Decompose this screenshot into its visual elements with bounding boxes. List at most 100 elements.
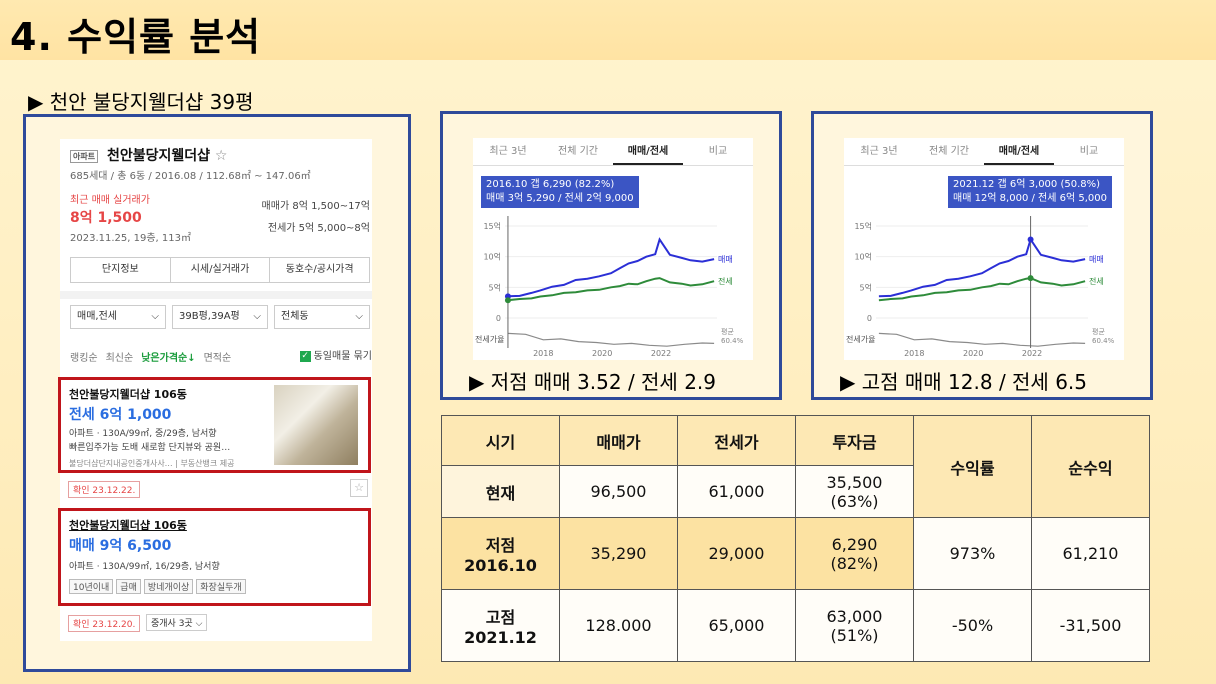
cell-profit: -31,500 (1031, 589, 1150, 662)
group-same-listing-label: 동일매물 묶기 (313, 351, 372, 362)
chart-panel-high: 최근 3년 전체 기간 매매/전세 비교 15억 10억 5억 0 2018 2020 20… (811, 111, 1153, 400)
y-tick-label: 5억 (860, 282, 872, 292)
cell-jeonse: 65,000 (677, 589, 796, 662)
chart-caption: ▶ 저점 매매 3.52 / 전세 2.9 (469, 370, 717, 394)
series-line-1 (507, 277, 715, 302)
series-label: 전세 (1089, 276, 1104, 286)
listing-card-jeonse[interactable]: 천안불당지웰더샵 106동 전세 6억 1,000 아파트 · 130A/99㎡… (58, 377, 371, 473)
recent-price: 8억 1,500 (70, 210, 142, 226)
col-period: 시기 (441, 415, 560, 466)
card-agency: 불당더샵단지내공인중개사사… | 부동산뱅크 제공 (69, 459, 235, 468)
card-price: 전세 6억 1,000 (69, 407, 172, 423)
table-row: 현재 96,500 61,000 35,500 (63%) (441, 465, 1150, 518)
table-row: 저점 2016.10 35,290 29,000 6,290 (82%) 973… (441, 517, 1150, 590)
tab-sale-jeonse[interactable]: 매매/전세 (613, 138, 683, 165)
card-description: 빠른입주가능 도배 새로함 단지뷰와 공원… (69, 443, 231, 453)
unit-price-button[interactable]: 동호수/공시가격 (285, 264, 354, 275)
tab-all-period[interactable]: 전체 기간 (929, 146, 969, 157)
chart-tooltip: 2016.10 갭 6,290 (82.2%) 매매 3억 5,290 / 전세… (481, 176, 639, 208)
deal-type-select[interactable]: 매매,전세 ⌵ (70, 305, 166, 329)
series-label: 매매 (718, 255, 733, 264)
tab-all-period[interactable]: 전체 기간 (558, 146, 598, 157)
y-tick-label: 0 (496, 314, 501, 323)
col-invest: 투자금 (795, 415, 914, 466)
tab-compare[interactable]: 비교 (1079, 146, 1099, 157)
confirm-date: 확인 23.12.20. (68, 615, 141, 632)
sort-lowest-price[interactable]: 낮은가격순↓ (141, 353, 196, 364)
cell-sale: 35,290 (559, 517, 678, 590)
card-detail: 아파트 · 130A/99㎡, 중/29층, 남서향 (69, 429, 217, 439)
x-tick-label: 2018 (904, 349, 924, 358)
group-same-listing-toggle[interactable]: ✓ 동일매물 묶기 (299, 347, 372, 362)
cell-jeonse: 61,000 (677, 465, 796, 518)
cell-yield: -50% (913, 589, 1032, 662)
complex-info-button[interactable]: 단지정보 (71, 258, 171, 282)
listing-panel: 아파트 천안불당지웰더샵 ☆ 685세대 / 총 6동 / 2016.08 / … (23, 114, 411, 672)
tooltip-prices: 매매 12억 8,000 / 전세 6억 5,000 (953, 193, 1107, 204)
series-line-0 (507, 237, 715, 298)
chevron-down-icon: ⌵ (253, 311, 261, 322)
complex-title: 아파트 천안불당지웰더샵 ☆ (70, 145, 227, 165)
favorite-star-icon[interactable]: ☆ (214, 148, 228, 164)
series-line-1 (878, 277, 1086, 302)
listing-screenshot: 아파트 천안불당지웰더샵 ☆ 685세대 / 총 6동 / 2016.08 / … (58, 139, 372, 641)
type-badge: 아파트 (70, 149, 99, 163)
building-value: 전체동 (281, 311, 309, 322)
series-label: 매매 (1089, 255, 1104, 264)
tooltip-gap: 2016.10 갭 6,290 (82.2%) (486, 179, 615, 190)
sort-area[interactable]: 면적순 (203, 353, 232, 364)
card-price: 매매 9억 6,500 (69, 538, 172, 554)
tooltip-prices: 매매 3억 5,290 / 전세 2억 9,000 (486, 193, 634, 204)
card-title: 천안불당지웰더샵 106동 (69, 519, 187, 532)
recent-date: 2023.11.25, 19층, 113㎡ (70, 233, 191, 244)
card-detail: 아파트 · 130A/99㎡, 16/29층, 남서향 (69, 562, 220, 572)
marker-point (504, 297, 511, 304)
tab-sale-jeonse[interactable]: 매매/전세 (984, 138, 1054, 165)
tab-compare[interactable]: 비교 (708, 146, 728, 157)
tab-recent-3y[interactable]: 최근 3년 (489, 146, 527, 157)
slide-title: 4. 수익률 분석 (10, 15, 262, 59)
favorite-star-icon[interactable]: ☆ (350, 479, 368, 497)
col-jeonse: 전세가 (677, 415, 796, 466)
series-label: 전세 (718, 276, 733, 286)
checkbox-checked-icon: ✓ (299, 350, 311, 362)
table-header-row: 시기 매매가 전세가 투자금 수익률 순수익 (441, 415, 1150, 518)
tag: 급매 (116, 579, 141, 594)
complex-menu: 단지정보 시세/실거래가 동호수/공시가격 (70, 257, 370, 283)
sort-ranking[interactable]: 랭킹순 (70, 353, 98, 364)
x-tick-label: 2018 (533, 349, 553, 358)
price-history-button[interactable]: 시세/실거래가 (171, 258, 271, 282)
price-chart-box: 최근 3년 전체 기간 매매/전세 비교 15억 10억 5억 0 2018 2020 20… (473, 138, 753, 360)
x-tick-label: 2020 (592, 349, 612, 358)
col-profit: 순수익 (1031, 415, 1150, 518)
cell-invest: 35,500 (63%) (795, 465, 914, 518)
building-select[interactable]: 전체동 ⌵ (274, 305, 370, 329)
tab-recent-3y[interactable]: 최근 3년 (860, 146, 898, 157)
deal-type-value: 매매,전세 (77, 311, 117, 322)
series-line-2 (878, 332, 1086, 347)
y-tick-label: 10억 (854, 252, 872, 262)
cell-sale: 96,500 (559, 465, 678, 518)
sort-latest[interactable]: 최신순 (105, 353, 134, 364)
cell-invest: 63,000 (51%) (795, 589, 914, 662)
listing-card-sale[interactable]: 천안불당지웰더샵 106동 매매 9억 6,500 아파트 · 130A/99㎡… (58, 508, 371, 606)
slide-subtitle: ▶ 천안 불당지웰더샵 39평 (28, 90, 254, 114)
cell-period: 현재 (441, 465, 560, 518)
x-tick-label: 2022 (651, 349, 671, 358)
tag: 10년이내 (69, 579, 114, 594)
cell-period: 저점 2016.10 (441, 517, 560, 590)
sale-price-range: 매매가 8억 1,500~17억 (261, 201, 370, 212)
size-select[interactable]: 39B평,39A평 ⌵ (172, 305, 268, 329)
ratio-value-label: 60.4% (721, 337, 744, 345)
cell-yield: 973% (913, 517, 1032, 590)
chart-tabs: 최근 3년 전체 기간 매매/전세 비교 (473, 138, 753, 166)
recent-price-label: 최근 매매 실거래가 (70, 195, 150, 206)
tag: 방네개이상 (143, 579, 194, 594)
cell-sale: 128.000 (559, 589, 678, 662)
cell-period: 고점 2021.12 (441, 589, 560, 662)
tag: 화장실두개 (196, 579, 246, 594)
ratio-label: 전세가율 (846, 334, 875, 344)
agents-dropdown[interactable]: 중개사 3곳 ⌵ (146, 614, 208, 631)
